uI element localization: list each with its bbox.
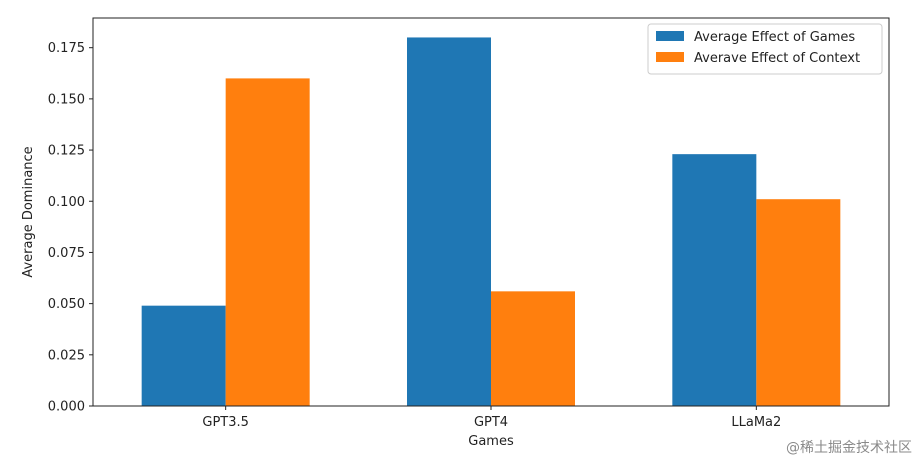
x-tick-label: GPT4 [474,415,508,430]
bar-gpt4-series-1 [407,37,491,407]
y-tick-label: 0.000 [48,400,85,415]
bar-gpt4-series-2 [491,291,575,406]
y-axis-ticks: 0.000 0.025 0.050 0.075 0.100 0.125 0.150 0.175 [48,41,93,415]
y-tick-label: 0.100 [48,195,85,210]
legend-swatch-context [656,52,684,62]
legend: Average Effect of Games Averave Effect o… [647,23,883,75]
x-tick-label: GPT3.5 [202,415,249,430]
bar-gpt35-series-1 [141,305,226,406]
y-tick-label: 0.025 [48,348,85,363]
watermark: @稀土掘金技术社区 [786,440,912,456]
bar-llama2-series-1 [672,154,757,406]
y-tick-label: 0.125 [48,144,85,159]
bars-group [141,37,841,407]
legend-label-context: Averave Effect of Context [694,51,860,66]
legend-box [647,23,883,75]
legend-swatch-games [656,31,684,41]
plot-frame [92,17,890,407]
y-tick-label: 0.150 [48,92,85,107]
x-axis-label: Games [468,434,514,449]
y-tick-label: 0.075 [48,246,85,261]
y-tick-label: 0.175 [48,41,85,56]
legend-label-games: Average Effect of Games [694,30,855,45]
y-tick-label: 0.050 [48,297,85,312]
x-axis-ticks: GPT3.5 GPT4 LLaMa2 [202,406,781,430]
x-tick-label: LLaMa2 [731,415,781,430]
bar-llama2-series-2 [756,199,841,406]
y-axis-label: Average Dominance [21,146,36,277]
bar-gpt35-series-2 [225,78,310,406]
